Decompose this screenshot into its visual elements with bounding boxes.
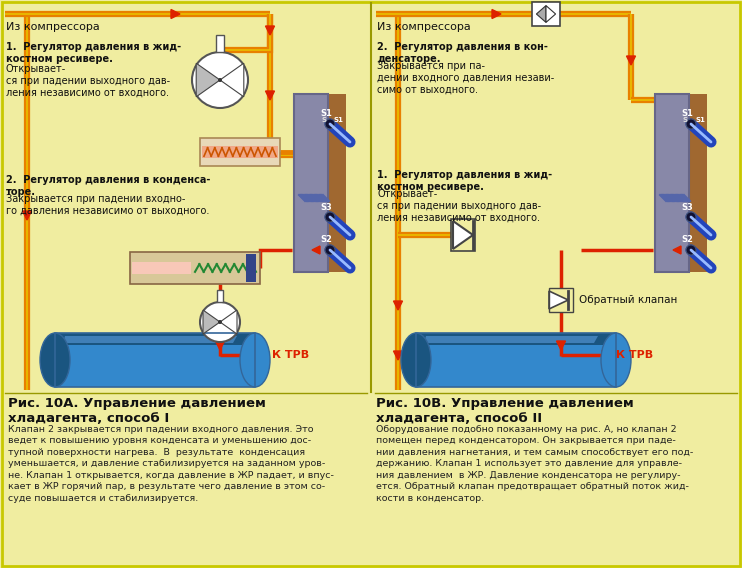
Polygon shape <box>416 333 616 345</box>
Text: Открывает-
ся при падении выходного дав-
ления независимо от входного.: Открывает- ся при падении выходного дав-… <box>377 189 541 222</box>
Text: S: S <box>321 117 326 123</box>
Circle shape <box>192 52 248 108</box>
Ellipse shape <box>240 333 270 387</box>
Text: S2: S2 <box>681 236 693 244</box>
Circle shape <box>218 78 222 82</box>
Text: S: S <box>683 117 688 123</box>
Text: S1: S1 <box>695 117 705 123</box>
Polygon shape <box>602 350 611 360</box>
Circle shape <box>325 245 335 255</box>
Text: S1: S1 <box>320 110 332 119</box>
Polygon shape <box>63 336 237 343</box>
FancyBboxPatch shape <box>689 94 707 272</box>
Polygon shape <box>546 6 556 22</box>
Polygon shape <box>22 211 31 220</box>
Ellipse shape <box>601 333 631 387</box>
Polygon shape <box>549 291 568 309</box>
Circle shape <box>686 212 696 222</box>
Polygon shape <box>393 351 402 360</box>
Text: 2.  Регулятор давления в кон-
денсаторе.: 2. Регулятор давления в кон- денсаторе. <box>377 42 548 64</box>
Text: Из компрессора: Из компрессора <box>6 22 99 32</box>
Polygon shape <box>453 221 473 249</box>
Text: S1: S1 <box>681 110 693 119</box>
Circle shape <box>686 245 696 255</box>
Circle shape <box>686 119 696 129</box>
FancyBboxPatch shape <box>294 94 328 272</box>
Text: Клапан 2 закрывается при падении входного давления. Это
ведет к повышению уровня: Клапан 2 закрывается при падении входног… <box>8 425 334 503</box>
Text: 1.  Регулятор давления в жид-
костном ресивере.: 1. Регулятор давления в жид- костном рес… <box>377 170 552 191</box>
Text: Открывает-
ся при падении выходного дав-
ления независимо от входного.: Открывает- ся при падении выходного дав-… <box>6 64 170 97</box>
Polygon shape <box>536 6 546 22</box>
Circle shape <box>200 302 240 342</box>
Polygon shape <box>259 350 268 360</box>
Circle shape <box>325 212 335 222</box>
FancyBboxPatch shape <box>216 35 224 52</box>
FancyBboxPatch shape <box>246 254 256 282</box>
FancyBboxPatch shape <box>655 94 689 272</box>
Polygon shape <box>492 10 501 19</box>
Text: 2.  Регулятор давления в конденса-
торе.: 2. Регулятор давления в конденса- торе. <box>6 175 211 197</box>
Text: Рис. 10В. Управление давлением
хладагента, способ II: Рис. 10В. Управление давлением хладагент… <box>376 397 634 425</box>
FancyBboxPatch shape <box>328 94 346 272</box>
Text: Оборудование подобно показанному на рис. А, но клапан 2
помещен перед конденсато: Оборудование подобно показанному на рис.… <box>376 425 693 503</box>
Text: Обратный клапан: Обратный клапан <box>579 295 677 305</box>
Text: S1: S1 <box>334 117 344 123</box>
Text: S3: S3 <box>681 203 693 211</box>
Text: S3: S3 <box>320 203 332 211</box>
Text: 1.  Регулятор давления в жид-
костном ресивере.: 1. Регулятор давления в жид- костном рес… <box>6 42 181 64</box>
Polygon shape <box>416 333 616 387</box>
FancyBboxPatch shape <box>200 138 280 166</box>
FancyBboxPatch shape <box>217 290 223 302</box>
Circle shape <box>325 119 335 129</box>
Polygon shape <box>196 63 220 97</box>
Polygon shape <box>171 10 180 19</box>
Polygon shape <box>556 341 565 350</box>
FancyBboxPatch shape <box>531 2 560 26</box>
Polygon shape <box>266 26 275 35</box>
Polygon shape <box>55 333 255 345</box>
Text: К ТРВ: К ТРВ <box>272 350 309 360</box>
Polygon shape <box>424 336 598 343</box>
Polygon shape <box>220 63 244 97</box>
Text: К ТРВ: К ТРВ <box>616 350 653 360</box>
Polygon shape <box>55 333 255 387</box>
Ellipse shape <box>40 333 70 387</box>
Polygon shape <box>626 56 635 65</box>
Text: Закрывается при падении входно-
го давления независимо от выходного.: Закрывается при падении входно- го давле… <box>6 194 209 216</box>
Polygon shape <box>266 91 275 100</box>
Ellipse shape <box>401 333 431 387</box>
Text: S2: S2 <box>320 236 332 244</box>
Text: Из компрессора: Из компрессора <box>377 22 470 32</box>
FancyBboxPatch shape <box>202 146 278 158</box>
FancyBboxPatch shape <box>130 252 260 284</box>
Text: Закрывается при па-
дении входного давления незави-
симо от выходного.: Закрывается при па- дении входного давле… <box>377 61 554 94</box>
FancyBboxPatch shape <box>132 262 191 274</box>
Text: Рис. 10А. Управление давлением
хладагента, способ I: Рис. 10А. Управление давлением хладагент… <box>8 397 266 425</box>
Polygon shape <box>393 301 402 310</box>
Polygon shape <box>203 310 220 334</box>
Polygon shape <box>673 246 681 254</box>
Polygon shape <box>220 310 237 334</box>
Circle shape <box>218 320 222 324</box>
Polygon shape <box>312 246 320 254</box>
Polygon shape <box>215 341 225 350</box>
